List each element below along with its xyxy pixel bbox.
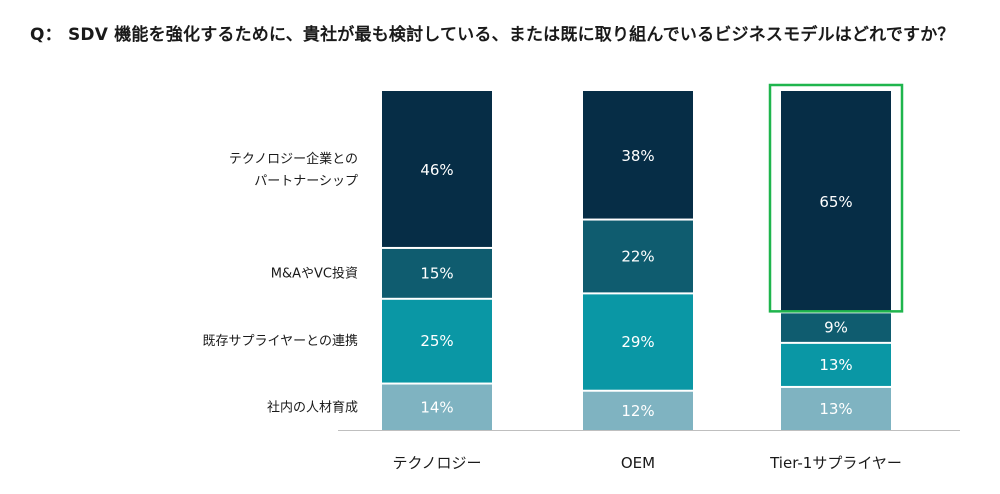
- data-label: 38%: [621, 147, 654, 165]
- data-label: 15%: [420, 264, 453, 282]
- data-label: 22%: [621, 247, 654, 265]
- data-label: 29%: [621, 333, 654, 351]
- data-label: 12%: [621, 402, 654, 420]
- data-label: 25%: [420, 332, 453, 350]
- bar-segment: [583, 294, 693, 390]
- data-label: 13%: [819, 356, 852, 374]
- bar-segment: [781, 91, 891, 312]
- category-label: Tier-1サプライヤー: [769, 454, 902, 472]
- bar-segment: [382, 248, 492, 298]
- highlight-box: [768, 83, 904, 313]
- series-label: M&AやVC投資: [271, 265, 358, 281]
- bar-segment: [583, 220, 693, 293]
- question-title: Q： SDV 機能を強化するために、貴社が最も検討している、または既に取り組んで…: [30, 25, 955, 45]
- series-label: テクノロジー企業とのパートナーシップ: [229, 151, 358, 189]
- bar-segment: [781, 343, 891, 386]
- bar-segment: [382, 384, 492, 430]
- data-label: 46%: [420, 161, 453, 179]
- bar-segment: [382, 299, 492, 383]
- category-label: テクノロジー: [392, 454, 481, 472]
- series-label: 社内の人材育成: [267, 399, 358, 415]
- data-label: 65%: [819, 193, 852, 211]
- category-label: OEM: [621, 454, 655, 472]
- bar-segment: [583, 91, 693, 219]
- data-label: 9%: [824, 319, 848, 337]
- series-label: 既存サプライヤーとの連携: [203, 333, 358, 349]
- bar-segment: [583, 391, 693, 430]
- data-label: 13%: [819, 400, 852, 418]
- bar-segment: [781, 387, 891, 430]
- data-label: 14%: [420, 398, 453, 416]
- bar-segment: [382, 91, 492, 247]
- bar-segment: [781, 313, 891, 342]
